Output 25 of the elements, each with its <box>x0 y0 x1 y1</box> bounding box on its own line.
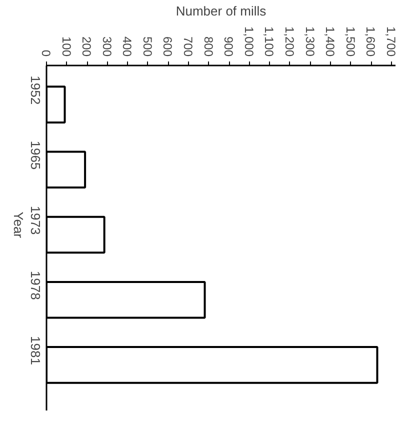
y-tick-label: 1981 <box>28 336 43 365</box>
x-tick-label: 1,300 <box>302 26 317 57</box>
x-tick-label: 100 <box>59 36 74 57</box>
y-tick-label: 1978 <box>28 270 43 300</box>
x-tick-label: 0 <box>39 50 53 57</box>
x-tick-label: 300 <box>100 36 114 57</box>
x-tick-label: 700 <box>181 36 196 57</box>
x-tick-label: 1,100 <box>262 26 276 57</box>
x-tick-label: 200 <box>80 36 94 57</box>
x-tick-label: 1,400 <box>323 26 338 57</box>
x-tick-label: 1,000 <box>242 26 256 57</box>
x-tick-label: 1,200 <box>282 26 296 57</box>
x-tick-label: 900 <box>222 36 236 57</box>
y-axis-title: Year <box>11 212 26 239</box>
x-axis-title: Number of mills <box>176 3 267 18</box>
y-tick-label: 1973 <box>28 206 43 235</box>
x-tick-label: 1,500 <box>343 26 358 57</box>
y-tick-label: 1965 <box>28 140 43 170</box>
y-tick-label: 1952 <box>28 76 43 105</box>
x-tick-label: 600 <box>160 36 175 57</box>
x-tick-label: 1,600 <box>364 26 378 57</box>
x-tick-label: 400 <box>120 36 134 57</box>
x-tick-label: 800 <box>201 36 216 57</box>
x-tick-label: 1,700 <box>384 26 398 57</box>
x-tick-label: 500 <box>140 36 154 57</box>
